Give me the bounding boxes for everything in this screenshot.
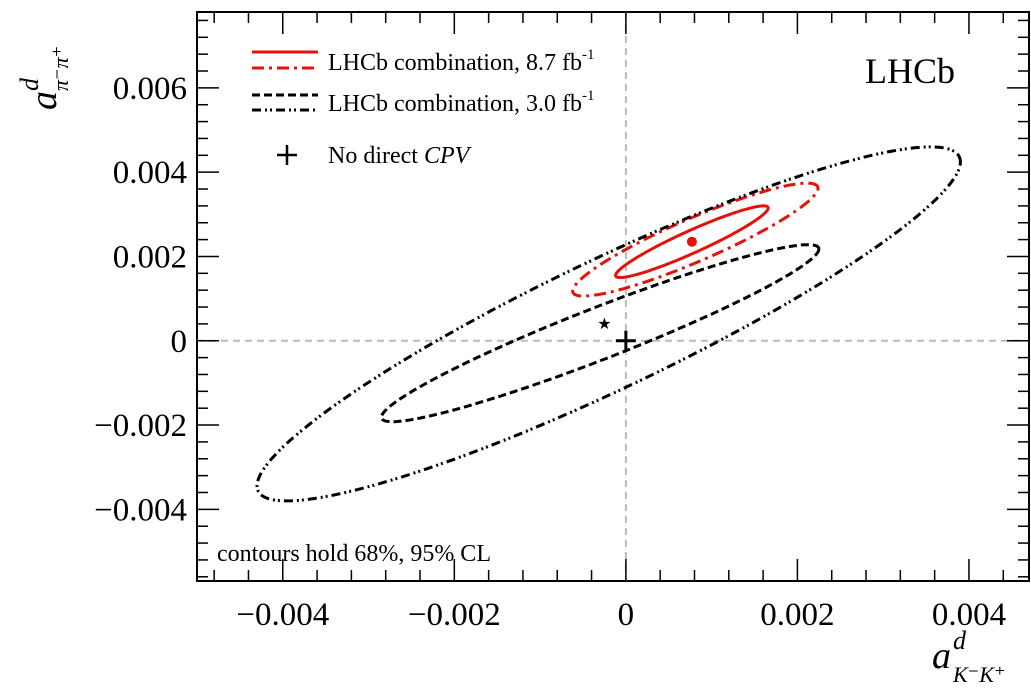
y-tick-label: 0.004	[113, 155, 187, 191]
y-tick-label: −0.002	[94, 408, 187, 444]
x-tick-labels: −0.004 −0.002 0 0.002 0.004	[236, 597, 1006, 633]
y-tick-label: 0	[171, 324, 188, 360]
svg-text:a: a	[932, 635, 951, 677]
svg-text:K⁻K⁺: K⁻K⁺	[952, 662, 1006, 687]
svg-text:a: a	[23, 91, 65, 110]
x-tick-label: −0.002	[408, 597, 501, 633]
contours	[255, 145, 962, 503]
contour-95-e3120b	[571, 181, 820, 298]
legend: LHCb combination, 8.7 fb-1 LHCb combinat…	[252, 47, 594, 169]
y-axis-title: a d π⁻π⁺	[15, 46, 73, 110]
markers: ★	[597, 236, 697, 351]
y-tick-labels: −0.004 −0.002 0 0.002 0.006 0.004	[94, 71, 187, 528]
contour-95-000000	[255, 145, 962, 503]
legend-cross-icon	[277, 145, 297, 165]
central-value-30-star: ★	[597, 316, 611, 333]
lhcb-brand-label: LHCb	[865, 51, 955, 91]
reference-lines	[197, 12, 1029, 581]
legend-label-87: LHCb combination, 8.7 fb-1	[328, 47, 594, 76]
svg-text:d: d	[953, 626, 967, 655]
cl-note: contours hold 68%, 95% CL	[217, 541, 491, 567]
x-axis-title: a d K⁻K⁺	[932, 626, 1006, 687]
x-tick-label: −0.004	[236, 597, 329, 633]
x-tick-label: 0.004	[932, 597, 1006, 633]
contour-68-000000	[379, 243, 821, 424]
svg-text:π⁻π⁺: π⁻π⁺	[48, 46, 73, 91]
contour-68-e3120b	[614, 204, 770, 279]
legend-label-nocpv: No direct CPV	[328, 143, 472, 169]
y-tick-label: 0.002	[113, 239, 187, 275]
x-tick-label: 0	[618, 597, 635, 633]
central-value-87	[686, 236, 697, 247]
y-tick-label: 0.006	[113, 71, 187, 107]
x-tick-label: 0.002	[760, 597, 834, 633]
svg-text:d: d	[15, 77, 44, 91]
no-cpv-cross-icon	[615, 330, 636, 351]
plot-frame	[196, 11, 1030, 582]
axis-ticks	[197, 12, 1029, 581]
legend-label-30: LHCb combination, 3.0 fb-1	[328, 88, 594, 117]
y-tick-label: −0.004	[94, 492, 187, 528]
